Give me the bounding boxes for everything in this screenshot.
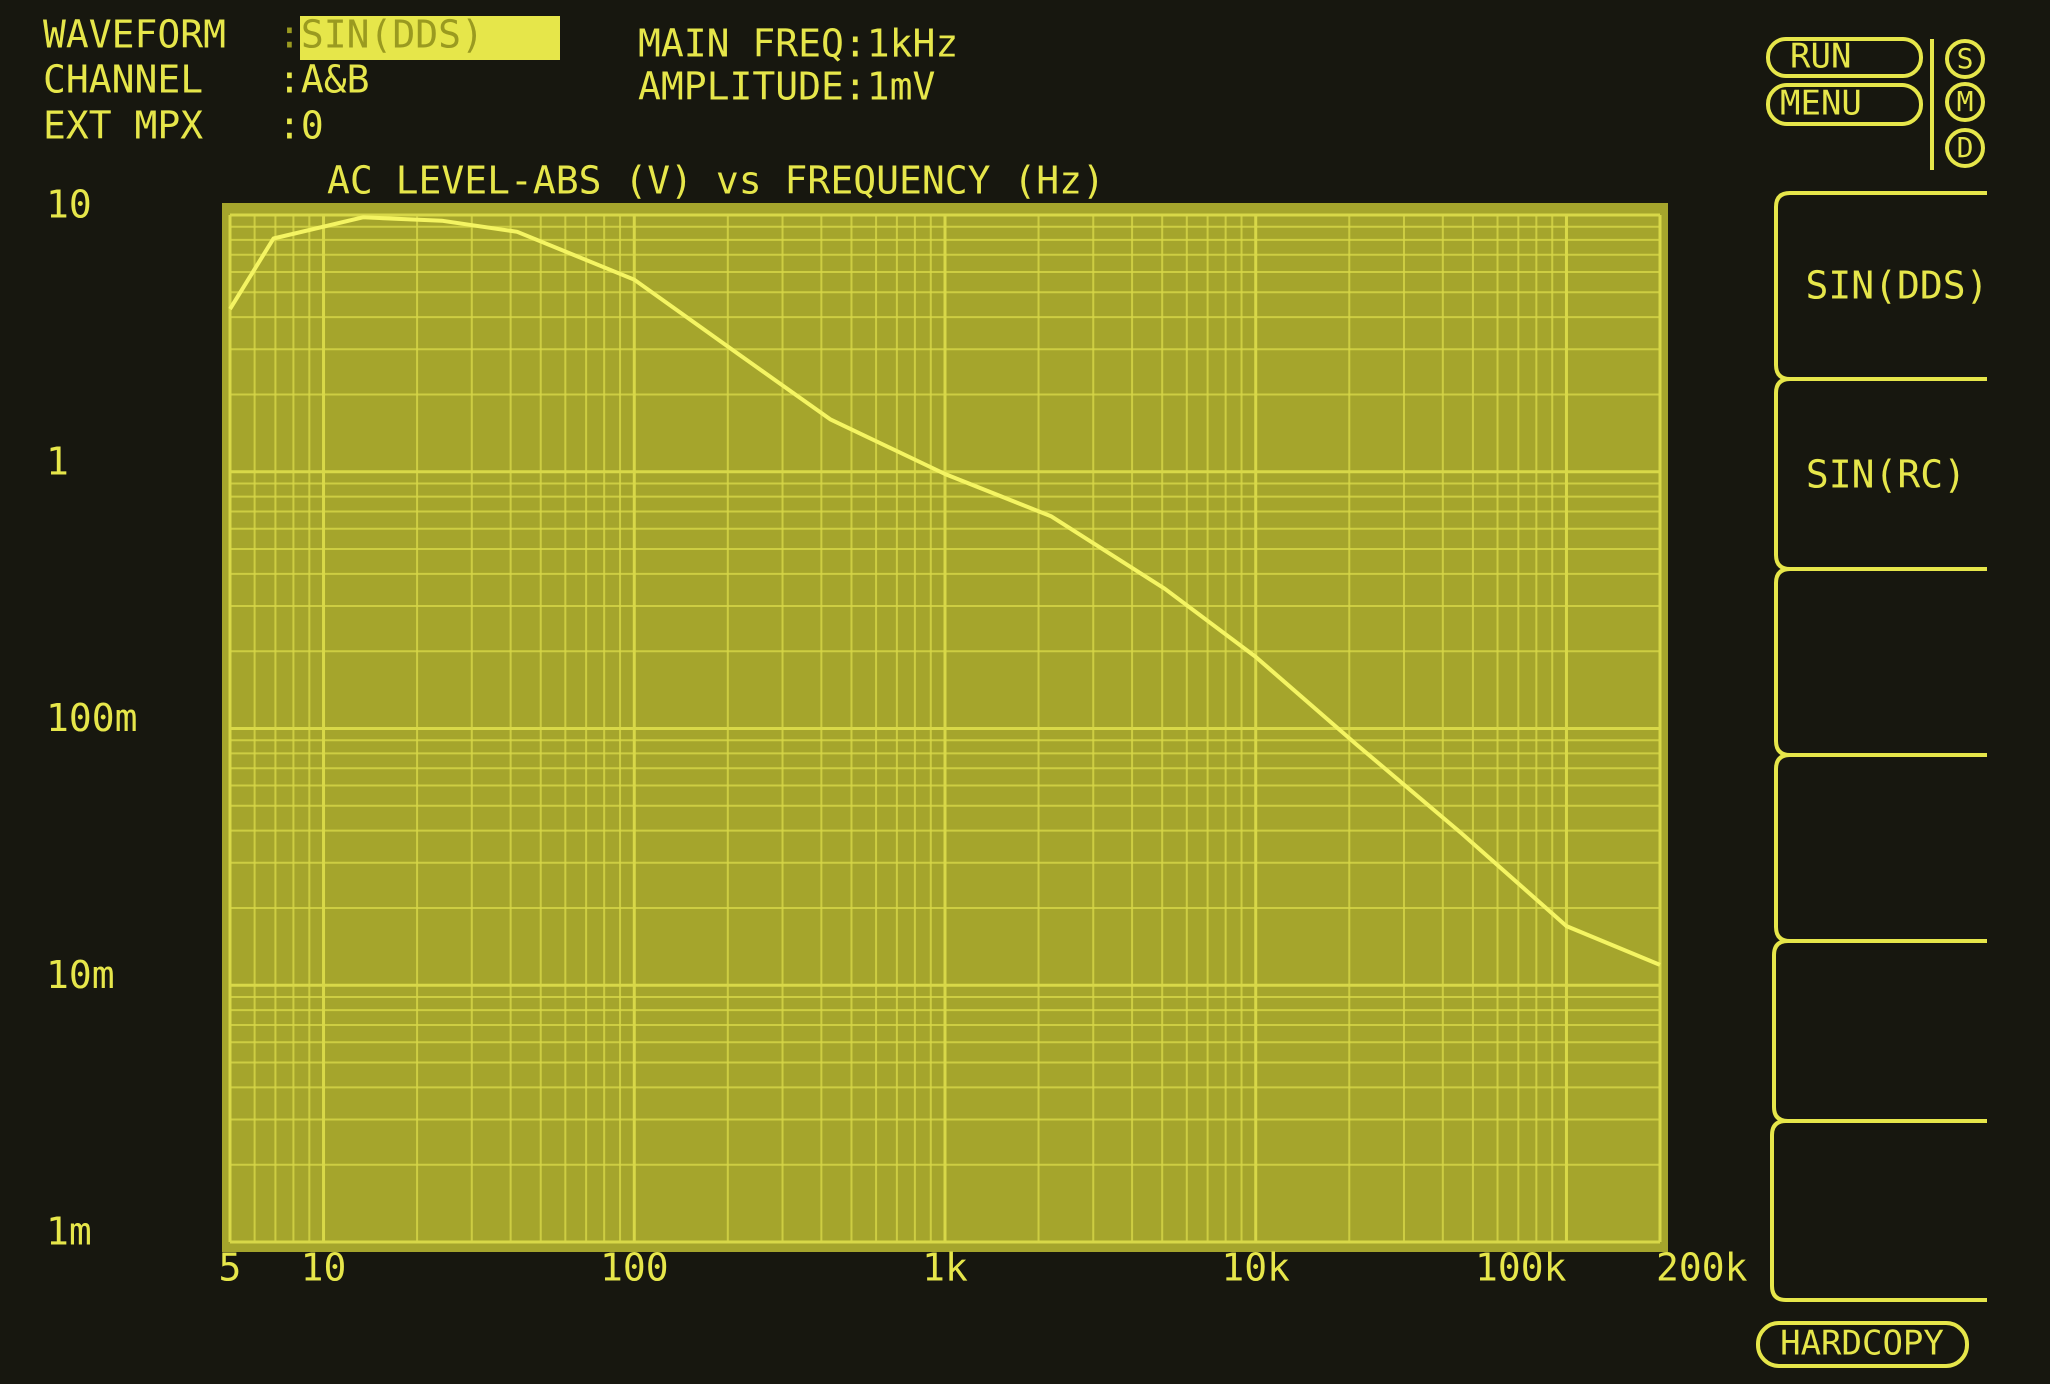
header-value: :A&B [278, 58, 370, 102]
button-label: MENU [1780, 84, 1862, 124]
x-tick-label: 1k [922, 1246, 968, 1290]
header-label: EXT MPX [43, 104, 203, 148]
highlight [300, 16, 560, 60]
indicator-label: M [1957, 85, 1974, 118]
x-tick-label: 100 [600, 1246, 669, 1290]
indicator [1945, 39, 1985, 79]
run-button[interactable] [1766, 37, 1923, 78]
indicator-label: S [1957, 42, 1974, 75]
button-label: HARDCOPY [1780, 1324, 1944, 1364]
data-line [228, 215, 1661, 967]
y-tick-label: 10 [46, 183, 92, 227]
indicator [1945, 82, 1985, 122]
softkey-label: SIN(RC) [1806, 453, 1966, 497]
plot [222, 203, 1668, 1252]
button-label: RUN [1790, 37, 1851, 77]
header-value: :0 [278, 104, 324, 148]
x-tick-label: 10k [1221, 1246, 1290, 1290]
setting: MAIN FREQ:1kHz [638, 22, 958, 66]
y-tick-label: 1 [46, 439, 69, 483]
header-value: :SIN(DDS) [278, 13, 484, 57]
x-tick-label: 200k [1656, 1246, 1748, 1290]
menu-button[interactable] [1766, 83, 1923, 126]
softkey-label: SIN(DDS) [1805, 264, 1988, 308]
hardcopy-button[interactable] [1756, 1321, 1969, 1368]
indicator [1945, 128, 1985, 168]
softkey-frame [1770, 191, 1987, 1302]
y-tick-label: 10m [46, 953, 115, 997]
x-tick-label: 10 [301, 1246, 347, 1290]
header-label: CHANNEL [43, 58, 203, 102]
x-tick-label: 100k [1475, 1246, 1567, 1290]
y-tick-label: 1m [46, 1210, 92, 1254]
chart-title: AC LEVEL-ABS (V) vs FREQUENCY (Hz) [327, 159, 1105, 203]
y-tick-label: 100m [46, 696, 138, 740]
indicator-label: D [1957, 131, 1974, 164]
header-label: WAVEFORM [43, 13, 226, 57]
x-tick-label: 5 [219, 1246, 242, 1290]
setting: AMPLITUDE:1mV [638, 65, 935, 109]
